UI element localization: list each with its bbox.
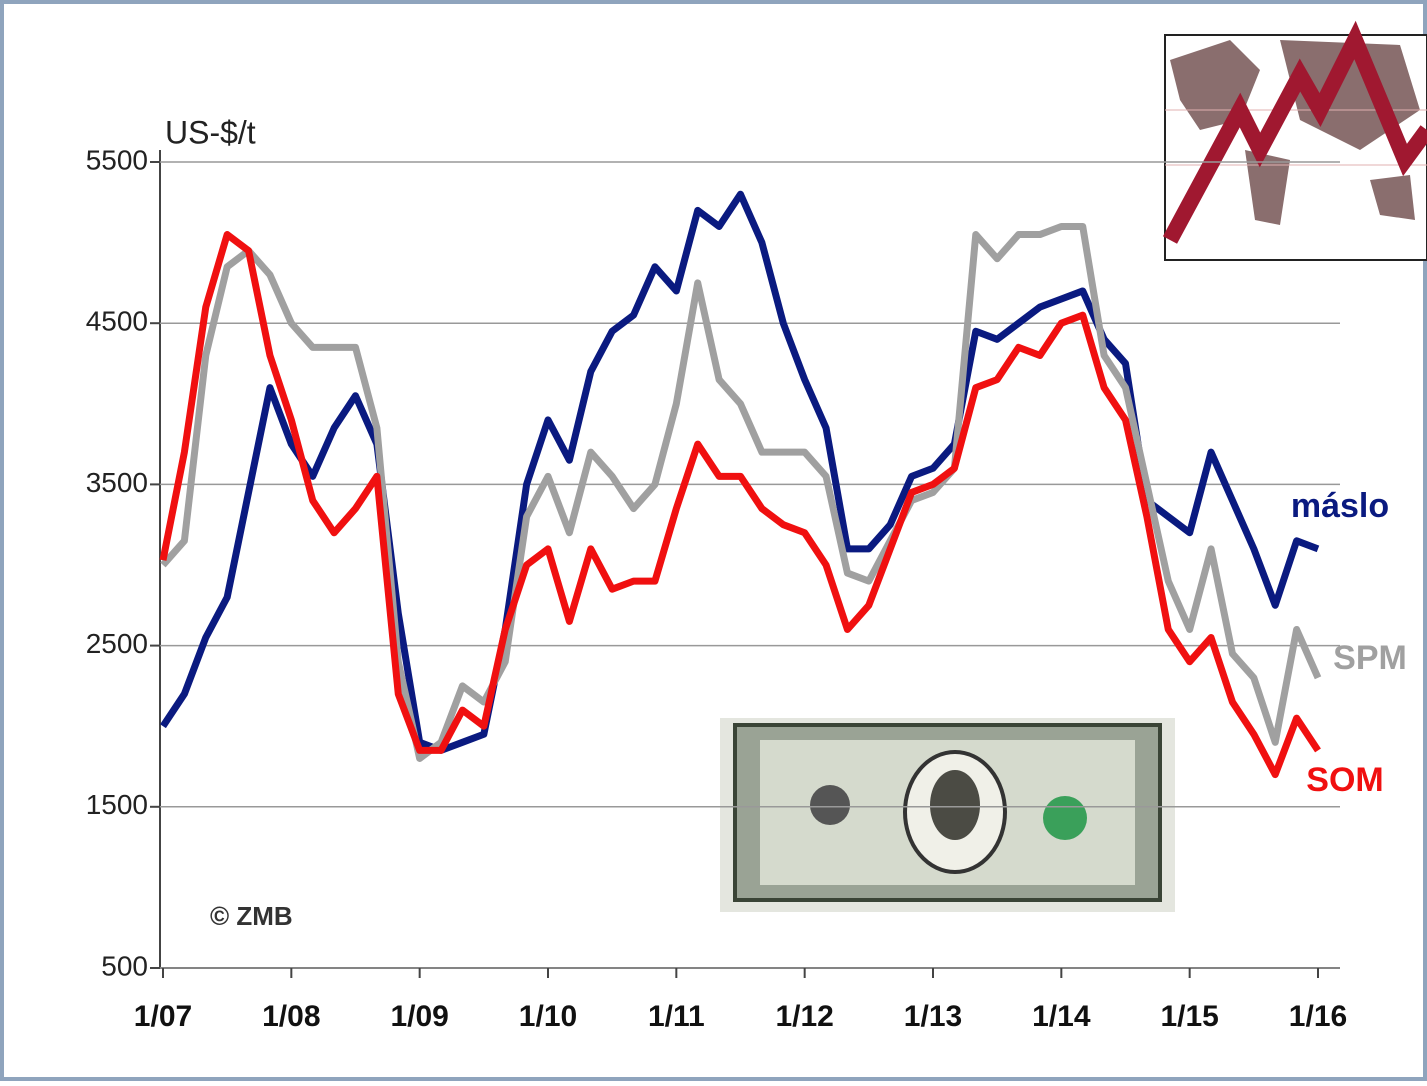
y-tick-label: 2500 bbox=[86, 628, 148, 659]
x-tick-label: 1/14 bbox=[1032, 1000, 1091, 1033]
annotation: © ZMB bbox=[210, 901, 293, 931]
series-line bbox=[160, 190, 1320, 754]
x-tick-label: 1/11 bbox=[648, 1000, 705, 1033]
legend-label: SOM bbox=[1306, 761, 1383, 799]
legend-label: SPM bbox=[1333, 639, 1407, 677]
dollar-picture bbox=[720, 718, 1175, 912]
x-tick-label: 1/08 bbox=[262, 1000, 320, 1033]
map-picture bbox=[1162, 20, 1427, 261]
y-tick-label: 5500 bbox=[86, 144, 148, 175]
x-tick-label: 1/16 bbox=[1289, 1000, 1347, 1033]
series-line bbox=[159, 231, 1321, 779]
legend-label: máslo bbox=[1291, 487, 1389, 525]
x-tick-label: 1/10 bbox=[519, 1000, 577, 1033]
y-tick-label: 3500 bbox=[86, 467, 148, 498]
x-tick-label: 1/12 bbox=[775, 1000, 833, 1033]
y-axis-label: US-$/t bbox=[165, 114, 256, 150]
y-tick-label: 500 bbox=[101, 950, 148, 981]
y-tick-label: 4500 bbox=[86, 306, 148, 337]
x-tick-label: 1/15 bbox=[1160, 1000, 1218, 1033]
x-tick-label: 1/07 bbox=[134, 1000, 192, 1033]
y-tick-label: 1500 bbox=[86, 789, 148, 820]
series-line bbox=[160, 222, 1322, 762]
x-tick-label: 1/09 bbox=[390, 1000, 448, 1033]
x-tick-label: 1/13 bbox=[904, 1000, 962, 1033]
